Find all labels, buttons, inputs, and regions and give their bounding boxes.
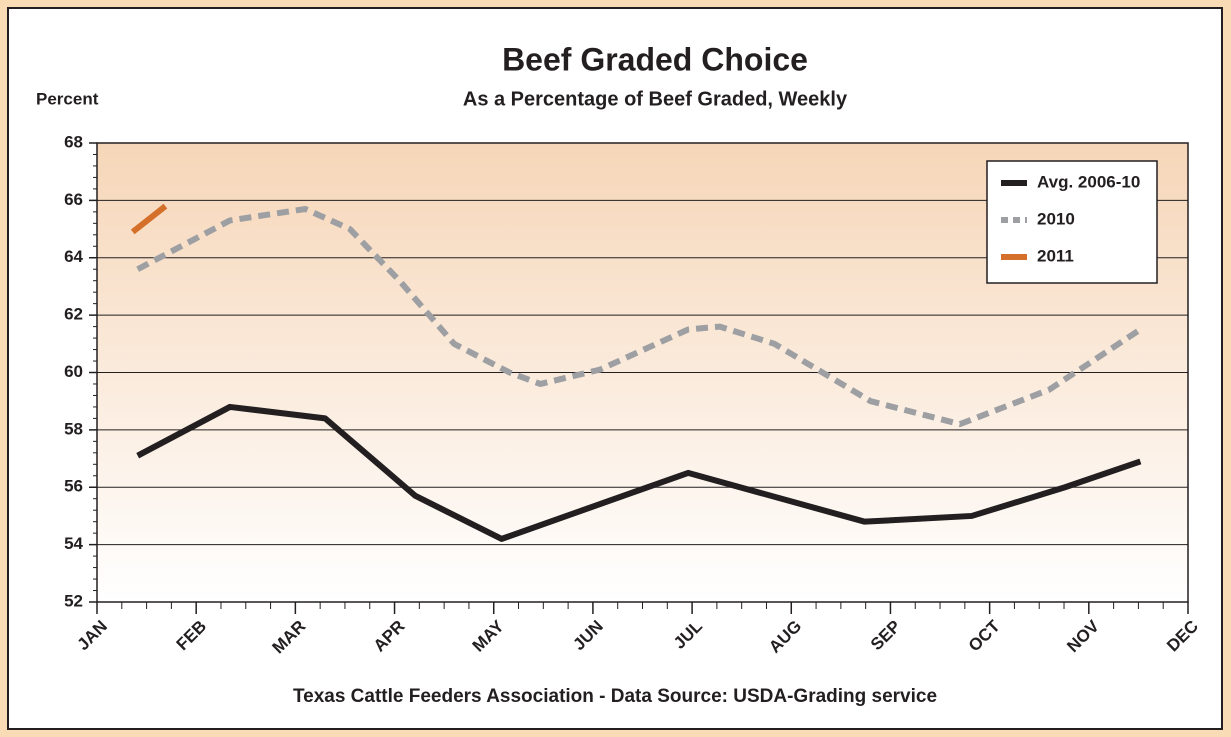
y-tick-label: 56 — [64, 477, 83, 496]
source: Texas Cattle Feeders Association - Data … — [293, 686, 937, 707]
y-tick-label: 68 — [64, 132, 83, 151]
series-line — [136, 403, 1142, 542]
y-tick-label: 60 — [64, 362, 83, 381]
y-axis-label: Percent — [36, 89, 99, 108]
y-tick-label: 52 — [64, 591, 83, 610]
y-tick-label: 64 — [64, 247, 83, 266]
legend-label: 2010 — [1037, 209, 1075, 228]
series-line — [130, 203, 168, 235]
chart-subtitle: As a Percentage of Beef Graded, Weekly — [463, 88, 848, 110]
legend-label: 2011 — [1037, 246, 1074, 265]
chart-title: Beef Graded Choice — [502, 41, 808, 77]
plot-frame — [96, 142, 1189, 603]
y-tick-label: 66 — [64, 190, 83, 209]
y-tick-label: 54 — [64, 534, 83, 553]
legend-label: Avg. 2006-10 — [1037, 172, 1140, 191]
y-tick-label: 58 — [64, 419, 83, 438]
y-tick-label: 62 — [64, 305, 83, 324]
series-line — [136, 205, 1143, 428]
